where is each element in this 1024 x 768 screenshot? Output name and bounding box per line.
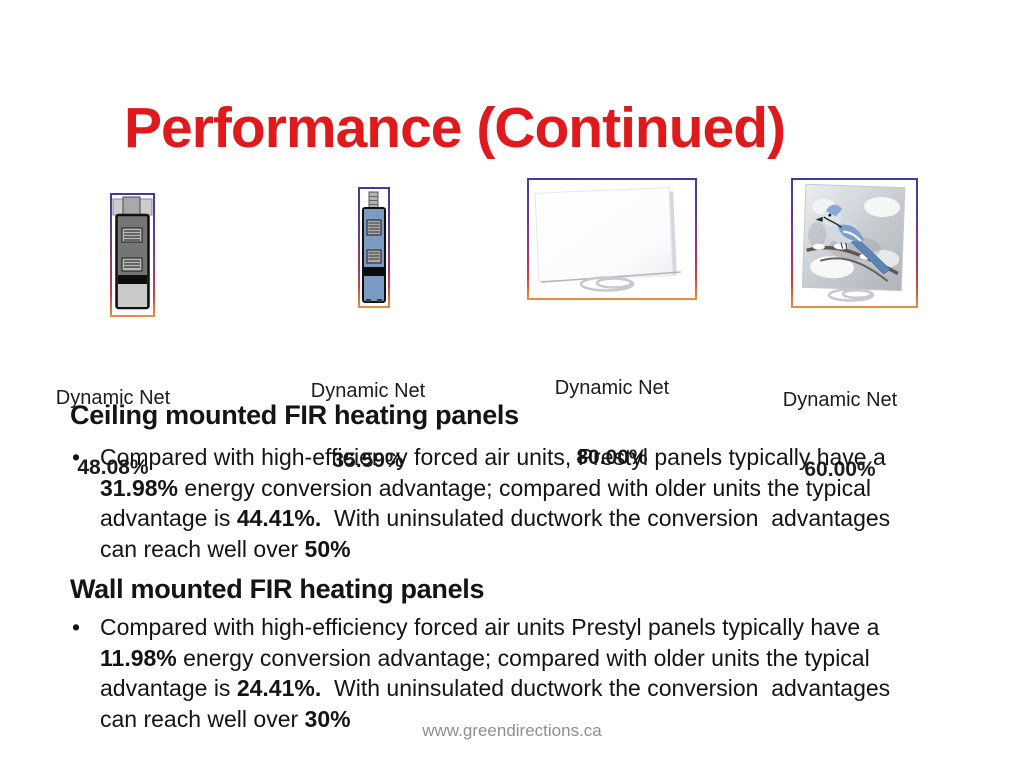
slide-title: Performance (Continued) xyxy=(124,96,786,160)
text-segment: advantage is xyxy=(100,505,237,531)
text-segment: can reach well over xyxy=(100,705,305,732)
bullet-text-line: can reach well over 30% xyxy=(100,704,950,735)
bullet-text-line: advantage is 24.41%. With uninsulated du… xyxy=(100,673,950,704)
figure-label-text: Dynamic Net xyxy=(782,389,898,411)
bluejay-panel-image-frame xyxy=(791,178,918,308)
text-segment: 24.41%. xyxy=(236,675,322,701)
bullet-text-line: advantage is 44.41%. With uninsulated du… xyxy=(100,503,950,534)
figure-label-3: Dynamic Net 80.00% xyxy=(527,331,697,515)
figure-label-4: Dynamic Net 60.00% xyxy=(755,343,925,527)
text-segment: 50% xyxy=(304,535,351,562)
bluejay-panel-image xyxy=(801,183,906,302)
text-segment: advantage is xyxy=(100,675,237,701)
text-segment: 30% xyxy=(304,705,351,732)
footer-url: www.greendirections.ca xyxy=(422,721,602,740)
text-segment: 44.41%. xyxy=(236,505,322,531)
bullet-text-line: 11.98% energy conversion advantage; comp… xyxy=(100,643,950,674)
white-panel-image xyxy=(534,186,681,292)
blue-furnace-image xyxy=(362,191,386,303)
figure-percentage: 35.59% xyxy=(332,449,404,472)
gray-furnace-image xyxy=(112,196,153,310)
bullet-text: Compared with high-efficiency forced air… xyxy=(100,442,950,564)
figure-label-text: Dynamic Net xyxy=(554,377,670,399)
text-segment: can reach well over xyxy=(100,535,305,562)
bullet-marker: • xyxy=(72,614,81,640)
text-segment: Compared with high-efficiency forced air… xyxy=(100,444,886,470)
bullet-text-line: Compared with high-efficiency forced air… xyxy=(100,442,950,473)
bullet-text-line: Compared with high-efficiency forced air… xyxy=(100,612,950,643)
section-heading-wall: Wall mounted FIR heating panels xyxy=(70,574,485,604)
text-segment: With uninsulated ductwork the conversion… xyxy=(321,505,891,531)
bullet-text-line: 31.98% energy conversion advantage; comp… xyxy=(100,473,950,504)
white-panel-image-frame xyxy=(527,178,697,300)
text-segment: With uninsulated ductwork the conversion… xyxy=(321,675,891,701)
gray-furnace-image-frame xyxy=(110,193,155,317)
text-segment: 31.98% xyxy=(100,474,179,501)
figure-label-1: Dynamic Net 48.08% xyxy=(28,341,198,525)
bullet-marker: • xyxy=(72,444,81,470)
blue-furnace-image-frame xyxy=(358,187,390,308)
figure-percentage: 60.00% xyxy=(804,458,876,481)
figure-label-2: Dynamic Net 35.59% xyxy=(283,334,453,518)
section-heading-ceiling: Ceiling mounted FIR heating panels xyxy=(70,400,519,430)
figure-label-text: Dynamic Net xyxy=(310,380,426,402)
text-segment: energy conversion advantage; compared wi… xyxy=(176,644,870,671)
bullet-item-ceiling: • Compared with high-efficiency forced a… xyxy=(70,442,950,564)
figure-percentage: 80.00% xyxy=(576,446,648,469)
bullet-item-wall: • Compared with high-efficiency forced a… xyxy=(70,612,950,734)
text-segment: 11.98% xyxy=(100,644,177,671)
bullet-text-line: can reach well over 50% xyxy=(100,534,950,565)
text-segment: Compared with high-efficiency forced air… xyxy=(100,614,880,640)
figure-percentage: 48.08% xyxy=(77,456,149,479)
bullet-text: Compared with high-efficiency forced air… xyxy=(100,612,950,734)
figure-label-text: Dynamic Net xyxy=(55,387,171,409)
text-segment: energy conversion advantage; compared wi… xyxy=(178,474,871,501)
